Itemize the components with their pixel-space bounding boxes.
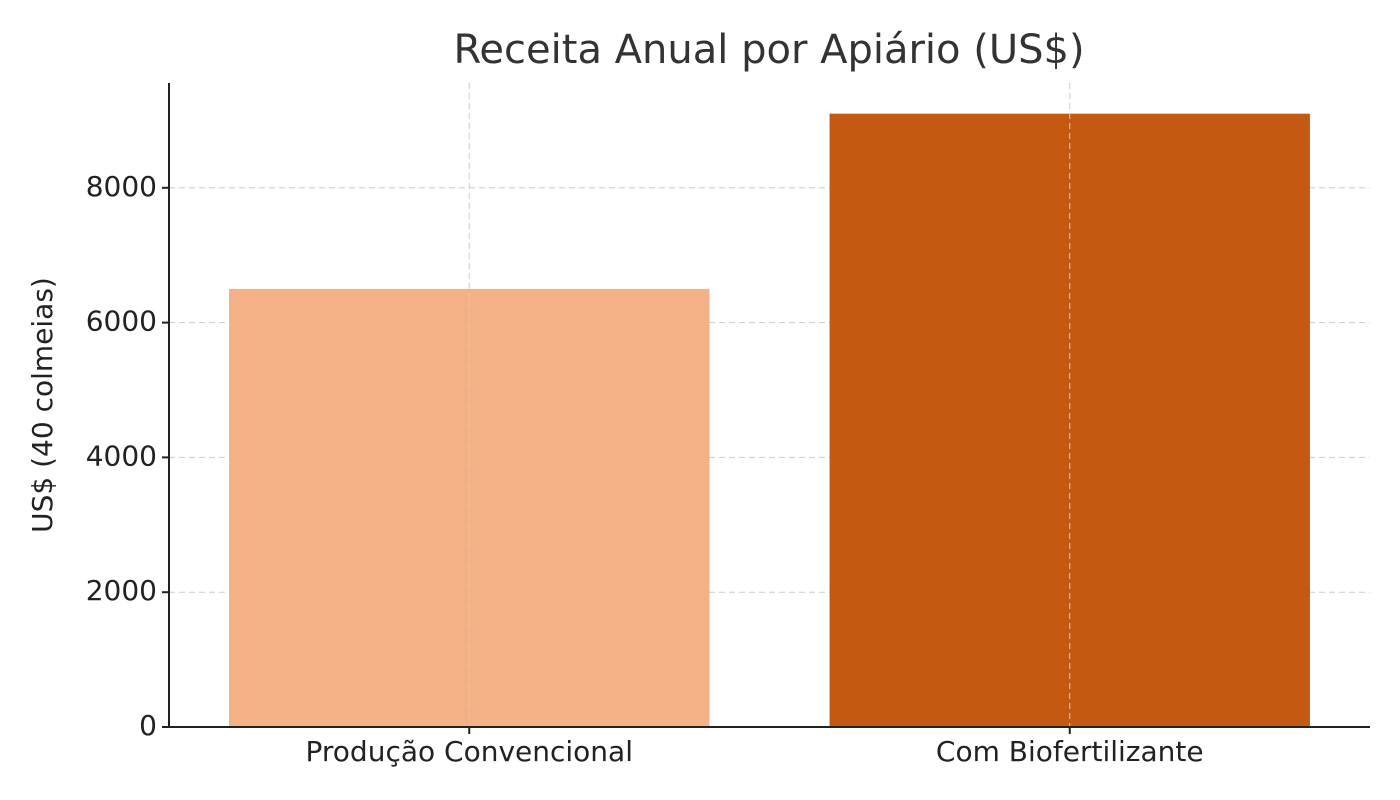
y-tick-label: 0 [139,709,157,742]
y-tick-label: 2000 [86,574,157,607]
x-tick-label: Com Biofertilizante [936,735,1204,768]
x-tick-label: Produção Convencional [306,735,633,768]
y-tick-label: 8000 [86,170,157,203]
y-axis-label: US$ (40 colmeias) [26,277,59,533]
y-tick-label: 6000 [86,305,157,338]
chart-title: Receita Anual por Apiário (US$) [453,27,1084,73]
y-tick-label: 4000 [86,439,157,472]
